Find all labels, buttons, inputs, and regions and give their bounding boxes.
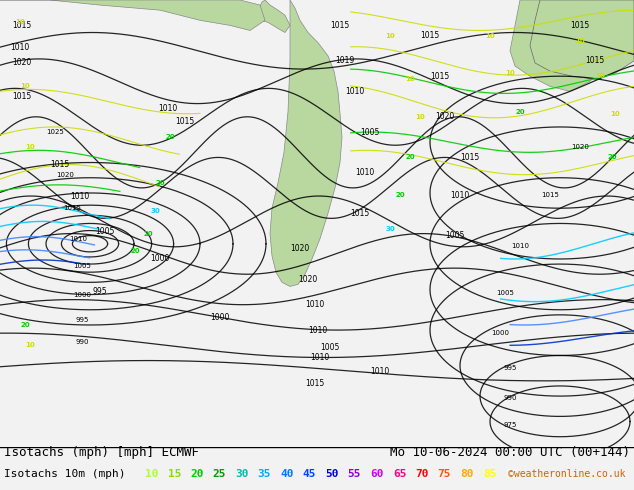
- Text: 1015: 1015: [420, 31, 439, 40]
- Text: 1020: 1020: [299, 275, 318, 284]
- Text: 1015: 1015: [306, 379, 325, 389]
- Text: 1010: 1010: [450, 191, 470, 199]
- Text: 10: 10: [485, 32, 495, 39]
- Text: 995: 995: [93, 287, 107, 296]
- Text: 20: 20: [405, 154, 415, 160]
- Text: 75: 75: [437, 469, 451, 479]
- Text: 80: 80: [460, 469, 474, 479]
- Text: 10: 10: [405, 76, 415, 82]
- Text: 20: 20: [155, 180, 165, 186]
- Text: 20: 20: [165, 134, 175, 140]
- Text: 70: 70: [415, 469, 429, 479]
- Text: 10: 10: [385, 32, 395, 39]
- Text: 10: 10: [20, 83, 30, 89]
- Text: 1010: 1010: [370, 367, 390, 376]
- Text: 995: 995: [503, 365, 517, 370]
- Text: 995: 995: [75, 317, 89, 323]
- Polygon shape: [0, 0, 265, 30]
- Text: 55: 55: [348, 469, 361, 479]
- Text: 1010: 1010: [10, 43, 30, 52]
- Text: 1019: 1019: [335, 56, 354, 66]
- Text: 20: 20: [190, 469, 204, 479]
- Text: 1015: 1015: [430, 72, 450, 81]
- Text: 20: 20: [130, 248, 140, 254]
- Text: 85: 85: [482, 469, 496, 479]
- Text: 20: 20: [20, 322, 30, 328]
- Text: 1010: 1010: [346, 87, 365, 96]
- Text: 1010: 1010: [311, 353, 330, 362]
- Text: 50: 50: [325, 469, 339, 479]
- Text: 990: 990: [75, 339, 89, 345]
- Text: 10: 10: [595, 73, 605, 79]
- Text: 1020: 1020: [290, 245, 309, 253]
- Text: 1015: 1015: [176, 118, 195, 126]
- Text: 20: 20: [395, 192, 405, 198]
- Text: 1020: 1020: [56, 172, 74, 178]
- Text: ©weatheronline.co.uk: ©weatheronline.co.uk: [508, 469, 626, 479]
- Text: 90: 90: [505, 469, 519, 479]
- Text: 1005: 1005: [320, 343, 340, 352]
- Text: 1015: 1015: [541, 192, 559, 198]
- Text: 20: 20: [607, 154, 617, 160]
- Text: 10: 10: [25, 144, 35, 150]
- Text: 1020: 1020: [13, 58, 32, 68]
- Text: 1015: 1015: [63, 205, 81, 211]
- Text: 1005: 1005: [95, 227, 115, 236]
- Text: 1015: 1015: [50, 160, 70, 169]
- Text: 1025: 1025: [46, 129, 64, 135]
- Text: 1000: 1000: [150, 254, 170, 264]
- Text: Mo 10-06-2024 00:00 UTC (00+144): Mo 10-06-2024 00:00 UTC (00+144): [390, 446, 630, 459]
- Text: 1005: 1005: [360, 127, 380, 137]
- Text: 40: 40: [280, 469, 294, 479]
- Text: 1015: 1015: [460, 153, 480, 162]
- Text: 65: 65: [392, 469, 406, 479]
- Text: 10: 10: [575, 38, 585, 44]
- Text: 35: 35: [258, 469, 271, 479]
- Polygon shape: [270, 0, 342, 287]
- Text: 1000: 1000: [73, 292, 91, 297]
- Text: 10: 10: [610, 111, 620, 117]
- Text: 1005: 1005: [496, 290, 514, 295]
- Text: 1000: 1000: [491, 330, 509, 336]
- Text: 30: 30: [235, 469, 249, 479]
- Polygon shape: [255, 0, 290, 32]
- Text: 20: 20: [515, 109, 525, 115]
- Text: 20: 20: [143, 231, 153, 237]
- Text: 1010: 1010: [306, 300, 325, 309]
- Text: 1010: 1010: [308, 325, 328, 335]
- Text: 10: 10: [25, 343, 35, 348]
- Text: 1015: 1015: [351, 209, 370, 218]
- Text: 1020: 1020: [571, 144, 589, 150]
- Text: 1010: 1010: [70, 192, 89, 200]
- Text: 1015: 1015: [330, 21, 349, 30]
- Text: 10: 10: [15, 19, 25, 25]
- Text: Isotachs (mph) [mph] ECMWF: Isotachs (mph) [mph] ECMWF: [4, 446, 199, 459]
- Text: 1015: 1015: [571, 21, 590, 30]
- Text: 30: 30: [150, 208, 160, 214]
- Text: 1020: 1020: [436, 112, 455, 122]
- Text: Isotachs 10m (mph): Isotachs 10m (mph): [4, 469, 126, 479]
- Text: 10: 10: [145, 469, 158, 479]
- Text: 30: 30: [385, 225, 395, 231]
- Text: 1010: 1010: [69, 236, 87, 242]
- Text: 975: 975: [503, 421, 517, 428]
- Text: 990: 990: [503, 395, 517, 401]
- Text: 1000: 1000: [210, 314, 230, 322]
- Text: 10: 10: [505, 70, 515, 76]
- Text: 1015: 1015: [585, 56, 605, 66]
- Text: 1015: 1015: [13, 21, 32, 30]
- Text: 25: 25: [213, 469, 226, 479]
- Text: 45: 45: [303, 469, 316, 479]
- Text: 1015: 1015: [13, 92, 32, 101]
- Text: 1010: 1010: [158, 104, 178, 113]
- Text: 1010: 1010: [356, 168, 375, 177]
- Polygon shape: [510, 0, 634, 92]
- Text: 60: 60: [370, 469, 384, 479]
- Polygon shape: [530, 0, 634, 79]
- Text: 1005: 1005: [445, 231, 465, 240]
- Text: 10: 10: [415, 114, 425, 120]
- Text: 1010: 1010: [511, 243, 529, 249]
- Text: 15: 15: [168, 469, 181, 479]
- Text: 1005: 1005: [73, 263, 91, 269]
